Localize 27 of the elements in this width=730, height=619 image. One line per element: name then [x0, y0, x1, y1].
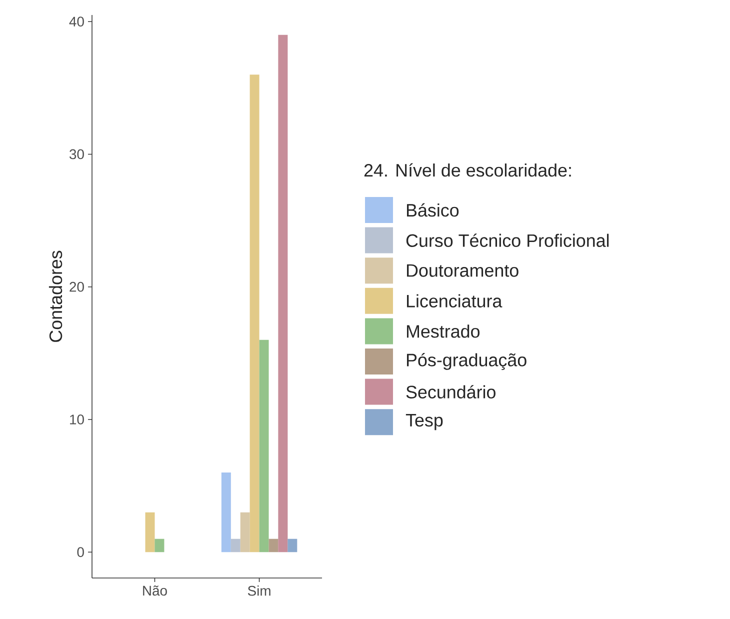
bar — [145, 512, 155, 552]
legend-label: Secundário — [406, 385, 496, 398]
legend-label: Licenciatura — [406, 294, 502, 308]
legend-label: Curso Técnico Proficional — [406, 234, 609, 247]
x-tick-label: Não — [143, 585, 167, 596]
bar — [259, 340, 269, 552]
bar — [278, 34, 288, 552]
y-tick-label: 0 — [77, 547, 84, 558]
y-tick-label: 20 — [70, 282, 84, 292]
legend-title: 24. Nível de escolaridade: — [364, 163, 571, 177]
legend-label: Doutoramento — [406, 264, 518, 277]
legend-label: Básico — [406, 203, 459, 217]
bar — [288, 538, 298, 552]
legend-label: Pós-graduação — [406, 352, 526, 370]
bar — [268, 538, 278, 552]
bar — [230, 538, 240, 552]
legend-label: Mestrado — [406, 324, 480, 338]
y-tick-label: 40 — [69, 16, 84, 27]
legend-label: Tesp — [406, 414, 443, 430]
bar — [221, 472, 231, 552]
bar — [250, 74, 260, 552]
x-tick-label: Sim — [248, 586, 270, 596]
bar — [154, 538, 164, 552]
y-tick-label: 10 — [70, 414, 84, 424]
bar — [240, 512, 250, 552]
y-axis-title: Contadores — [48, 250, 62, 342]
y-tick-label: 30 — [70, 149, 84, 160]
